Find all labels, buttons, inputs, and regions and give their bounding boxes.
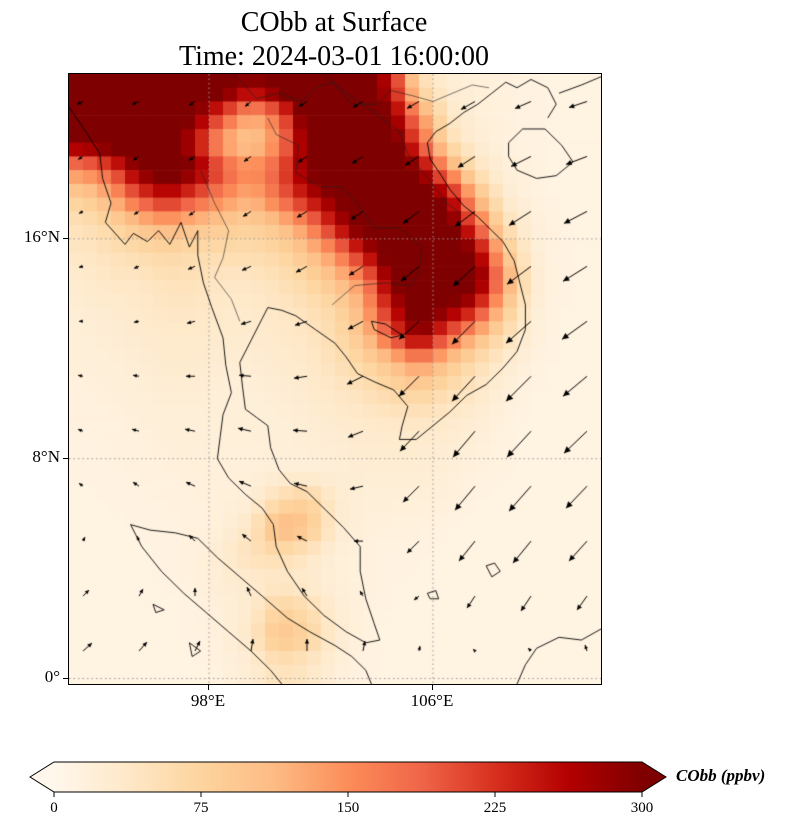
colorbar-tick-label: 75 [194,800,209,816]
colorbar-svg: 0 75 150 225 300 [29,761,667,816]
y-tick-label: 0° [44,666,60,686]
colorbar-label: CObb (ppbv) [676,766,766,785]
colorbar-tick-label: 150 [337,800,360,816]
chart-title-line1: CObb at Surface [240,7,428,38]
map-canvas [69,74,601,684]
y-tick-label: 16°N [23,226,60,246]
colorbar-tick-label: 0 [50,800,58,816]
colorbar-gradient-bar [29,761,667,793]
y-tick-label: 8°N [32,446,60,466]
chart-title: CObb at Surface Time: 2024-03-01 16:00:0… [68,6,600,74]
colorbar-tick-label: 300 [631,800,654,816]
x-tick-mark [208,685,209,690]
colorbar: 0 75 150 225 300 [28,760,668,820]
x-tick-mark [432,685,433,690]
chart-title-line2: Time: 2024-03-01 16:00:00 [178,41,490,73]
map-plot-area [68,73,602,685]
x-tick-label: 98°E [190,691,226,710]
x-tick-label: 106°E [410,691,454,710]
y-tick-mark [63,457,68,459]
y-tick-mark [63,237,68,239]
y-tick-mark [63,677,68,679]
colorbar-tick-label: 225 [484,800,507,816]
